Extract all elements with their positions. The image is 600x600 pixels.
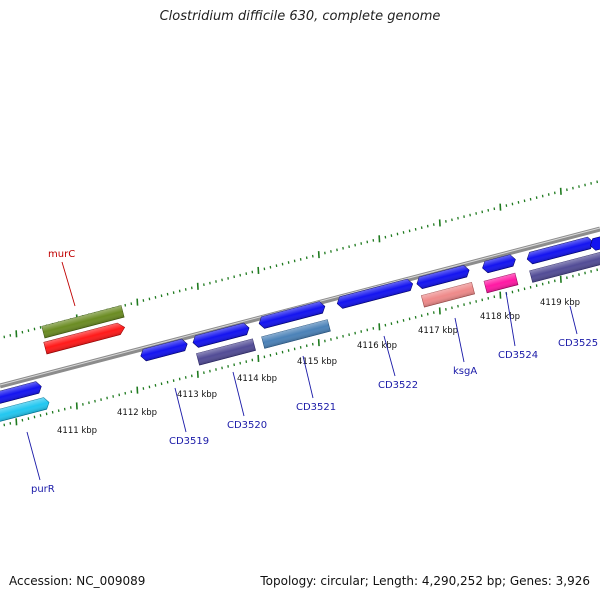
- gene-arrow-CD3521[interactable]: [261, 319, 331, 349]
- gene-arrows: [0, 234, 600, 423]
- gene-arrow-blue-5[interactable]: [415, 264, 470, 289]
- gene-label-purR[interactable]: purR: [31, 484, 55, 495]
- page-title: Clostridium difficile 630, complete geno…: [159, 9, 441, 24]
- leader-line-CD3524: [505, 291, 516, 347]
- gene-arrow-CD3524[interactable]: [483, 272, 519, 294]
- leader-line-CD3521: [302, 355, 314, 399]
- leader-line-CD3522: [383, 335, 396, 377]
- gene-arrow-CD3525[interactable]: [529, 251, 600, 283]
- gene-arrow-red[interactable]: [43, 322, 126, 355]
- scale-label: 4118 kbp: [480, 312, 520, 322]
- leader-line-murC: [61, 261, 76, 307]
- gene-label-CD3524[interactable]: CD3524: [498, 350, 538, 361]
- gene-label-ksgA[interactable]: ksgA: [453, 366, 477, 377]
- leader-line-purR: [26, 431, 41, 481]
- leader-line-ksgA: [454, 317, 465, 363]
- gene-arrow-blue-2[interactable]: [139, 338, 188, 362]
- gene-arrow-murC[interactable]: [41, 305, 125, 339]
- scale-label: 4119 kbp: [540, 298, 580, 308]
- gene-arrow-blue-7[interactable]: [526, 236, 595, 265]
- gene-arrow-blue-8[interactable]: [589, 234, 600, 252]
- gene-label-CD3521[interactable]: CD3521: [296, 402, 336, 413]
- scale-label: 4111 kbp: [57, 426, 97, 436]
- tick-row-inner: [3, 268, 598, 427]
- leader-line-CD3525: [569, 305, 578, 335]
- gene-arrow-blue-1[interactable]: [0, 381, 43, 405]
- gene-arrow-CD3522[interactable]: [336, 278, 414, 309]
- gene-leader-lines: [26, 261, 578, 481]
- scale-label: 4116 kbp: [357, 341, 397, 351]
- gene-labels: murC purR CD3519 CD3520 CD3521 CD3522 ks…: [31, 249, 598, 495]
- scale-label: 4115 kbp: [297, 357, 337, 367]
- scale-label: 4112 kbp: [117, 408, 157, 418]
- accession-label: Accession: NC_009089: [9, 574, 146, 588]
- gene-arrow-purR[interactable]: [0, 397, 51, 423]
- gene-label-CD3522[interactable]: CD3522: [378, 380, 418, 391]
- gene-arrow-blue-6[interactable]: [481, 254, 517, 274]
- genome-stats-label: Topology: circular; Length: 4,290,252 bp…: [260, 574, 590, 588]
- leader-line-CD3520: [232, 371, 245, 417]
- leader-line-CD3519: [174, 387, 187, 433]
- gene-label-CD3520[interactable]: CD3520: [227, 420, 267, 431]
- gene-arrow-blue-3[interactable]: [191, 322, 250, 348]
- scale-label: 4117 kbp: [418, 326, 458, 336]
- gene-arrow-CD3519[interactable]: [196, 338, 256, 366]
- scale-label: 4113 kbp: [177, 390, 217, 400]
- gene-label-CD3519[interactable]: CD3519: [169, 436, 209, 447]
- gene-label-murC[interactable]: murC: [48, 249, 75, 260]
- scale-label: 4114 kbp: [237, 374, 277, 384]
- gene-arrow-blue-4[interactable]: [258, 301, 327, 330]
- scale-labels: 4111 kbp 4112 kbp 4113 kbp 4114 kbp 4115…: [57, 298, 580, 436]
- gene-label-CD3525[interactable]: CD3525: [558, 338, 598, 349]
- gene-arrow-ksgA[interactable]: [420, 281, 476, 308]
